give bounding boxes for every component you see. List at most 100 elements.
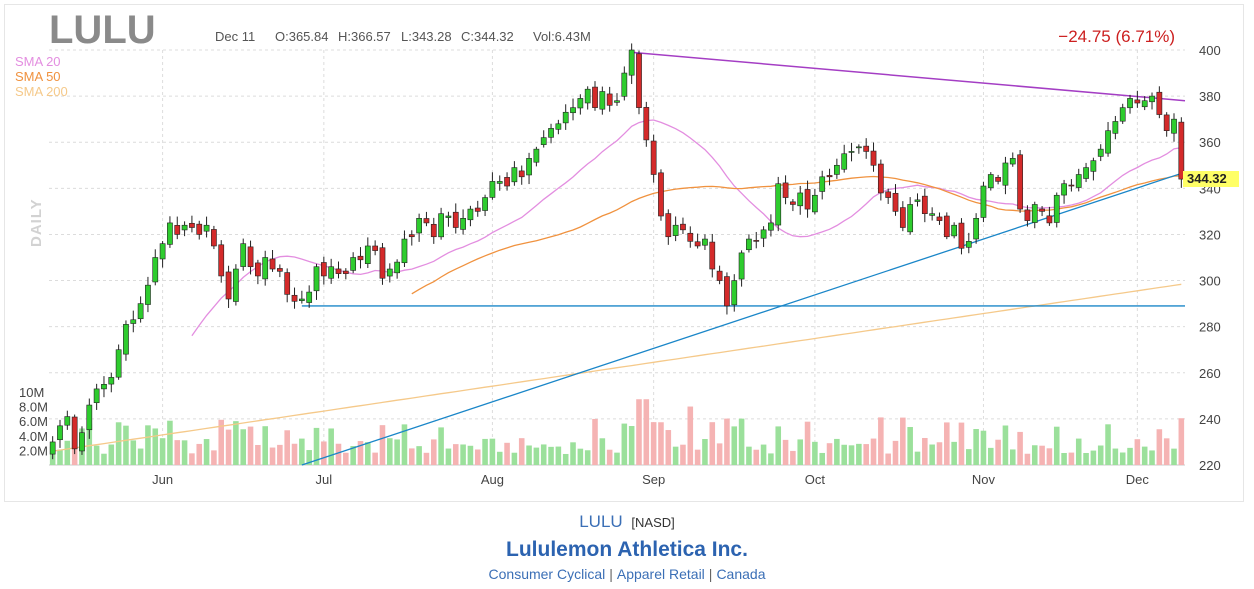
volume-bar xyxy=(394,439,400,465)
volume-bar xyxy=(504,442,510,465)
candle-body xyxy=(570,107,576,114)
candle-body xyxy=(174,225,181,235)
volume-bar xyxy=(1031,445,1038,465)
volume-bar xyxy=(533,447,540,465)
candle-body xyxy=(504,177,510,187)
candle-body xyxy=(145,284,151,305)
candle-body xyxy=(203,224,210,232)
volume-bar xyxy=(694,449,701,465)
candle-body xyxy=(863,145,870,152)
candle-body xyxy=(49,441,56,455)
volume-bar xyxy=(709,422,716,465)
candle-body xyxy=(899,207,906,228)
candle-body xyxy=(797,192,804,207)
candle-body xyxy=(342,270,349,274)
candle-body xyxy=(841,153,848,170)
footer-classification: Consumer Cyclical | Apparel Retail | Canada xyxy=(488,566,766,582)
volume-bar xyxy=(189,453,195,465)
volume-bar xyxy=(291,443,298,465)
volume-bar xyxy=(702,439,708,465)
candle-body xyxy=(123,324,129,355)
candle-body xyxy=(1171,118,1177,134)
candle-body xyxy=(496,181,503,184)
candle-body xyxy=(1163,114,1170,131)
volume-bar xyxy=(570,442,576,465)
volume-bar xyxy=(687,406,694,465)
volume-bar xyxy=(812,441,818,465)
candle-body xyxy=(167,222,173,245)
y-tick-label: 400 xyxy=(1199,43,1221,58)
ohlc-low: L:343.28 xyxy=(401,29,452,44)
volume-bar xyxy=(115,422,122,465)
candle-body xyxy=(768,222,774,231)
candle-body xyxy=(320,262,327,277)
candle-body xyxy=(555,123,562,130)
volume-bar xyxy=(1156,429,1163,465)
volume-bar xyxy=(247,426,254,465)
y-tick-label: 280 xyxy=(1199,320,1221,335)
country-link[interactable]: Canada xyxy=(716,566,766,582)
x-tick-label: Sep xyxy=(642,472,665,487)
volume-bar xyxy=(1068,452,1075,465)
candle-body xyxy=(474,207,481,212)
company-name[interactable]: Lululemon Athletica Inc. xyxy=(506,538,748,561)
volume-bar xyxy=(335,443,342,465)
volume-bar xyxy=(306,450,312,465)
candle-body xyxy=(181,224,188,231)
volume-bar xyxy=(958,422,965,465)
candle-body xyxy=(225,271,232,300)
volume-bar xyxy=(628,426,635,465)
candle-body xyxy=(885,191,892,198)
volume-bar xyxy=(1163,438,1170,465)
industry-link[interactable]: Apparel Retail xyxy=(616,566,705,582)
volume-bar xyxy=(174,440,181,465)
volume-bar xyxy=(797,439,804,465)
candle-body xyxy=(548,128,554,138)
candle-body xyxy=(108,377,115,385)
volume-bar xyxy=(262,426,268,465)
rising-trendline xyxy=(301,171,1186,466)
candle-body xyxy=(658,172,664,217)
volume-bar xyxy=(746,446,752,465)
volume-bar xyxy=(636,399,642,465)
candle-body xyxy=(702,238,708,246)
volume-bar xyxy=(548,446,554,465)
volume-bar xyxy=(64,440,71,465)
volume-bar xyxy=(584,450,591,465)
volume-tick-label: 6.0M xyxy=(19,414,48,429)
sector-link[interactable]: Consumer Cyclical xyxy=(488,566,606,582)
volume-tick-label: 2.0M xyxy=(19,443,48,458)
volume-tick-label: 10M xyxy=(19,385,44,400)
volume-bar xyxy=(951,441,957,465)
footer-ticker[interactable]: LULU xyxy=(579,512,623,531)
volume-bar xyxy=(423,452,430,465)
volume-bar xyxy=(826,443,833,465)
candle-body xyxy=(291,294,298,302)
volume-bar xyxy=(313,427,320,465)
candle-body xyxy=(416,218,422,234)
candle-body xyxy=(430,223,437,238)
candle-body xyxy=(335,268,342,274)
x-tick-label: Jun xyxy=(152,472,173,487)
candle-body xyxy=(1031,204,1038,223)
candle-body xyxy=(306,291,313,303)
candle-body xyxy=(782,182,789,198)
candle-body xyxy=(386,268,393,277)
candle-body xyxy=(401,238,408,264)
candle-body xyxy=(364,245,371,264)
volume-bar xyxy=(416,446,422,465)
volume-bar xyxy=(372,452,378,465)
candle-body xyxy=(965,241,972,248)
volume-bar xyxy=(1171,448,1177,465)
trend-lines xyxy=(301,51,1186,466)
candle-body xyxy=(1141,100,1148,108)
volume-bar xyxy=(936,442,943,465)
candle-body xyxy=(211,229,217,247)
volume-bar xyxy=(401,424,408,465)
volume-bar xyxy=(980,430,987,465)
volume-bar xyxy=(130,440,137,465)
candle-body xyxy=(533,148,540,163)
candle-body xyxy=(1178,121,1185,180)
